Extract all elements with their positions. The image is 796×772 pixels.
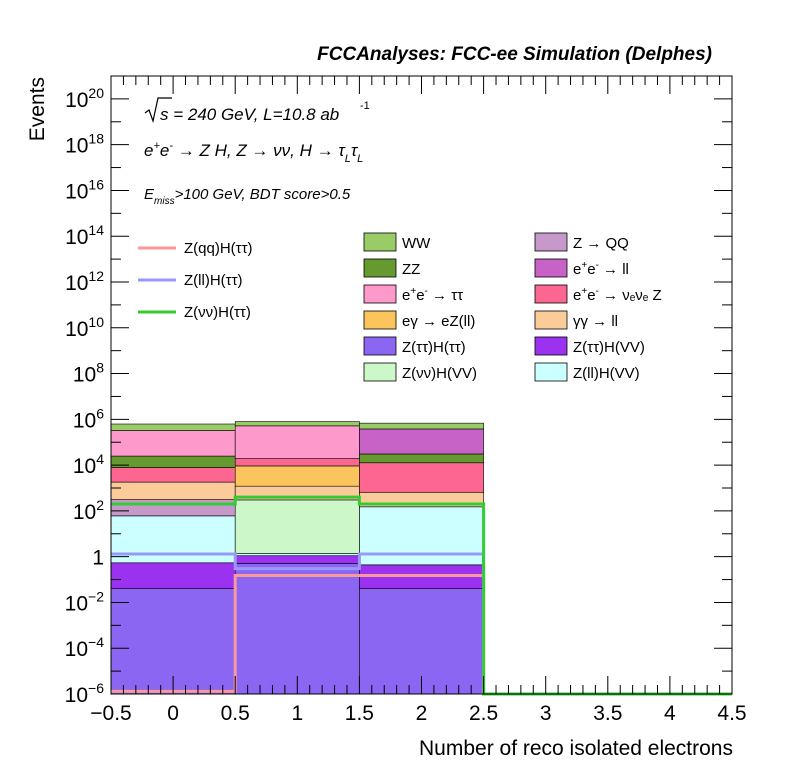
x-tick-label: 3 <box>540 702 552 725</box>
y-tick-label: 1020 <box>65 85 104 112</box>
legend-swatch-z-qq <box>534 232 568 252</box>
bar-ll-bin-0 <box>110 481 236 500</box>
legend-swatch-z-ll-h-vv <box>534 362 568 382</box>
legend-label-z-qq-h: Z(qq)H(ττ) <box>184 240 253 257</box>
bar-e-e-e-e-z-bin-1 <box>234 458 360 467</box>
y-tick-label: 1010 <box>65 314 104 341</box>
legend-swatch-z-h <box>363 336 397 356</box>
legend-label-z-h: Z(ττ)H(ττ) <box>402 339 466 356</box>
bar-e-e-bin-0 <box>110 430 236 457</box>
y-axis-label: Events <box>26 77 49 141</box>
legend-swatch-e-e <box>363 284 397 304</box>
sqrt-sign-icon <box>144 97 172 124</box>
bar-ww-bin-1 <box>234 421 360 427</box>
legend-label-z-ll-h: Z(ll)H(ττ) <box>184 272 243 289</box>
bar-e-e-e-e-z-bin-2 <box>359 462 484 493</box>
y-tick-label: 1 <box>92 547 104 570</box>
annotation-cuts: Emiss>100 GeV, BDT score>0.5 <box>144 186 351 207</box>
x-tick-label: −0.5 <box>90 702 131 725</box>
bar-z-ll-h-vv-bin-2 <box>359 506 484 566</box>
y-tick-label: 106 <box>73 405 104 432</box>
x-tick-label: 0 <box>167 702 179 725</box>
y-tick-label: 1016 <box>65 176 104 203</box>
bar-e-e-e-e-z-bin-0 <box>110 467 236 483</box>
legend-label-e-e: e+e- → ττ <box>402 286 463 304</box>
x-axis-label: Number of reco isolated electrons <box>419 737 733 760</box>
annotation-line1-text: s = 240 GeV, L=10.8 ab <box>160 105 339 124</box>
legend-swatch-e-e-e-e-z <box>534 284 568 304</box>
bars-layer <box>110 421 484 695</box>
legend-swatch-z-h-vv <box>363 362 397 382</box>
legend-label-z-qq: Z → QQ <box>573 235 629 252</box>
legend-label-z-h-vv: Z(νν)H(VV) <box>402 365 477 382</box>
annotations: s = 240 GeV, L=10.8 ab -1 e+e- → Z H, Z … <box>144 97 370 207</box>
legend-label-ww: WW <box>402 235 431 252</box>
y-tick-label: 1014 <box>65 222 104 249</box>
y-tick-label: 10−6 <box>65 680 105 707</box>
legend-swatch-zz <box>363 258 397 278</box>
x-tick-label: 3.5 <box>593 702 622 725</box>
bar-z-qq-bin-0 <box>110 499 236 517</box>
x-tick-label: 4 <box>664 702 676 725</box>
bar-ww-bin-2 <box>359 422 484 430</box>
annotation-cuts-text: Emiss>100 GeV, BDT score>0.5 <box>144 186 351 207</box>
bar-zz-bin-2 <box>359 453 484 464</box>
legend-label-z-h-vv: Z(ττ)H(VV) <box>573 339 645 356</box>
x-tick-label: 1 <box>291 702 303 725</box>
legend-label-zz: ZZ <box>402 261 420 278</box>
x-tick-label: 2 <box>416 702 428 725</box>
legend-label-z-h: Z(νν)H(ττ) <box>184 304 251 321</box>
y-tick-label: 108 <box>73 360 104 387</box>
y-tick-label: 10−4 <box>65 634 105 661</box>
x-tick-label: 1.5 <box>345 702 374 725</box>
x-tick-label: 4.5 <box>717 702 746 725</box>
legend-label-ll: γγ → ll <box>573 313 618 330</box>
legend-label-e-ez-ll: eγ → eZ(ll) <box>402 313 475 330</box>
bar-z-h-bin-1 <box>234 563 360 695</box>
annotation-line1-exp: -1 <box>360 100 370 112</box>
chart-title: FCCAnalyses: FCC-ee Simulation (Delphes) <box>317 44 712 65</box>
bar-e-e-bin-1 <box>234 425 360 459</box>
x-tick-label: 2.5 <box>469 702 498 725</box>
bar-z-ll-h-vv-bin-0 <box>110 515 236 564</box>
bar-z-h-vv-bin-1 <box>234 499 360 554</box>
legend-swatch-e-e-ll <box>534 258 568 278</box>
legend-swatch-e-ez-ll <box>363 310 397 330</box>
bar-z-ll-h-vv-bin-1 <box>234 553 360 557</box>
legend-swatch-ww <box>363 232 397 252</box>
bar-ww-bin-0 <box>110 423 236 431</box>
legend-layer: Z(qq)H(ττ) Z(ll)H(ττ) Z(νν)H(ττ) WW Z → QQ ZZ… <box>138 232 662 382</box>
legend-label-e-e-e-e-z: e+e- → νₑνₑ Z <box>573 286 662 304</box>
bar-e-ez-ll-bin-1 <box>234 465 360 487</box>
bar-zz-bin-0 <box>110 455 236 468</box>
annotation-energy-lumi: s = 240 GeV, L=10.8 ab -1 <box>144 97 370 124</box>
bar-z-h-vv-bin-0 <box>110 562 236 589</box>
y-tick-label: 102 <box>73 497 104 524</box>
legend-label-e-e-ll: e+e- → ll <box>573 260 629 278</box>
y-tick-label: 1012 <box>65 268 104 295</box>
legend-label-z-ll-h-vv: Z(ll)H(VV) <box>573 365 640 382</box>
legend-swatch-ll <box>534 310 568 330</box>
bar-z-h-vv-bin-1 <box>234 555 360 564</box>
y-tick-label: 10−2 <box>65 588 105 615</box>
y-tick-label: 104 <box>73 451 104 478</box>
legend-swatch-z-h-vv <box>534 336 568 356</box>
axes-layer: −0.5 0 0.5 1 1.5 2 2.5 3 3.5 4 4.5 10−6 10−4 10−2 1 102… <box>65 75 747 725</box>
bar-e-e-ll-bin-2 <box>359 428 484 455</box>
y-tick-label: 1018 <box>65 131 104 158</box>
x-tick-label: 0.5 <box>221 702 250 725</box>
